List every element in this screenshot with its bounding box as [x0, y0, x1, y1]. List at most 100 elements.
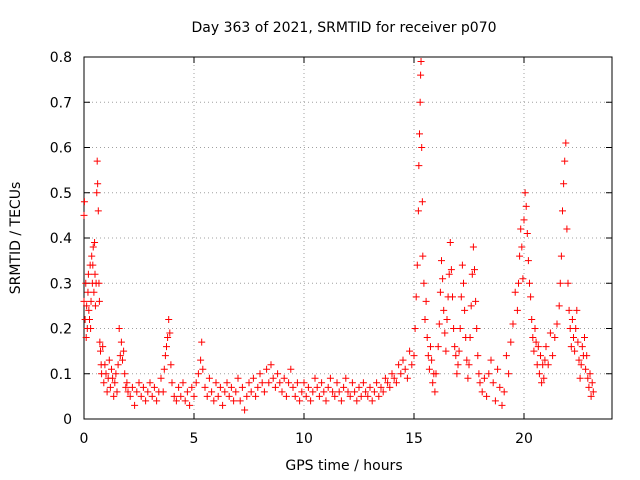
data-point — [194, 370, 202, 378]
data-point — [137, 392, 145, 400]
data-point — [384, 379, 392, 387]
data-point — [364, 392, 372, 400]
data-point — [434, 343, 442, 351]
data-point — [103, 388, 111, 396]
data-point — [423, 334, 431, 342]
data-point — [307, 397, 315, 405]
data-point — [293, 379, 301, 387]
data-point — [432, 370, 440, 378]
data-point — [532, 338, 540, 346]
data-point — [473, 325, 481, 332]
data-point — [564, 279, 572, 287]
data-point — [190, 392, 198, 400]
data-point — [518, 243, 526, 251]
data-point — [559, 207, 566, 215]
data-point — [540, 374, 548, 382]
data-point — [520, 216, 528, 224]
data-point — [225, 392, 233, 400]
data-point — [197, 356, 205, 364]
data-point — [112, 370, 120, 378]
data-point — [142, 397, 150, 405]
data-point — [458, 261, 466, 269]
data-point — [333, 379, 341, 387]
data-point — [464, 374, 472, 382]
data-point — [285, 379, 293, 387]
data-point — [94, 207, 102, 215]
data-point — [454, 361, 462, 369]
data-point — [256, 370, 264, 378]
data-point — [148, 392, 156, 400]
data-point — [340, 383, 348, 391]
data-point — [445, 270, 453, 278]
data-point — [95, 297, 103, 305]
data-point — [562, 139, 570, 147]
data-point — [170, 392, 178, 400]
data-point — [315, 392, 323, 400]
data-point — [335, 388, 343, 396]
data-point — [271, 383, 279, 391]
data-point — [326, 374, 334, 382]
data-point — [346, 392, 354, 400]
data-point — [491, 397, 499, 405]
data-point — [80, 198, 88, 206]
data-point — [201, 383, 209, 391]
data-point — [111, 379, 119, 387]
data-point — [131, 401, 139, 409]
data-point — [164, 334, 172, 342]
data-point — [413, 261, 421, 269]
data-point — [388, 370, 396, 378]
data-point — [161, 352, 169, 360]
data-point — [320, 388, 328, 396]
data-point — [183, 388, 191, 396]
data-point — [399, 356, 407, 364]
data-point — [198, 338, 206, 346]
y-tick-label: 0.2 — [50, 322, 72, 338]
data-point — [578, 343, 586, 351]
data-point — [245, 379, 253, 387]
data-point — [85, 306, 93, 314]
data-point — [188, 383, 196, 391]
data-point — [89, 261, 97, 269]
data-point — [588, 379, 596, 387]
data-point — [121, 370, 129, 378]
data-point — [442, 347, 450, 355]
data-point — [331, 392, 339, 400]
data-point — [296, 397, 304, 405]
data-point — [441, 329, 449, 337]
data-point — [557, 252, 565, 260]
data-point — [165, 315, 173, 323]
data-point — [324, 383, 332, 391]
data-point — [91, 239, 99, 247]
data-point — [219, 401, 227, 409]
data-point — [560, 180, 568, 188]
data-point — [556, 279, 564, 287]
data-point — [586, 370, 594, 378]
data-point — [210, 397, 218, 405]
data-point — [478, 388, 486, 396]
data-point — [357, 392, 365, 400]
data-point — [428, 356, 436, 364]
data-point — [241, 406, 249, 414]
data-point — [82, 334, 90, 342]
data-point — [179, 379, 187, 387]
data-point — [523, 229, 531, 237]
data-point — [322, 397, 330, 405]
data-point — [408, 361, 416, 369]
y-axis-label: SRMTID / TECUs — [8, 182, 24, 295]
data-point — [144, 388, 152, 396]
data-point — [521, 189, 529, 197]
data-point — [80, 297, 88, 305]
data-point — [438, 257, 445, 265]
data-point — [581, 334, 588, 342]
data-point — [563, 225, 571, 233]
data-point — [329, 388, 337, 396]
data-point — [351, 388, 359, 396]
data-point — [472, 297, 480, 305]
data-point — [269, 374, 277, 382]
data-point — [395, 361, 403, 369]
data-point — [298, 388, 306, 396]
data-point — [344, 388, 352, 396]
data-point — [337, 397, 345, 405]
data-point — [84, 270, 92, 278]
